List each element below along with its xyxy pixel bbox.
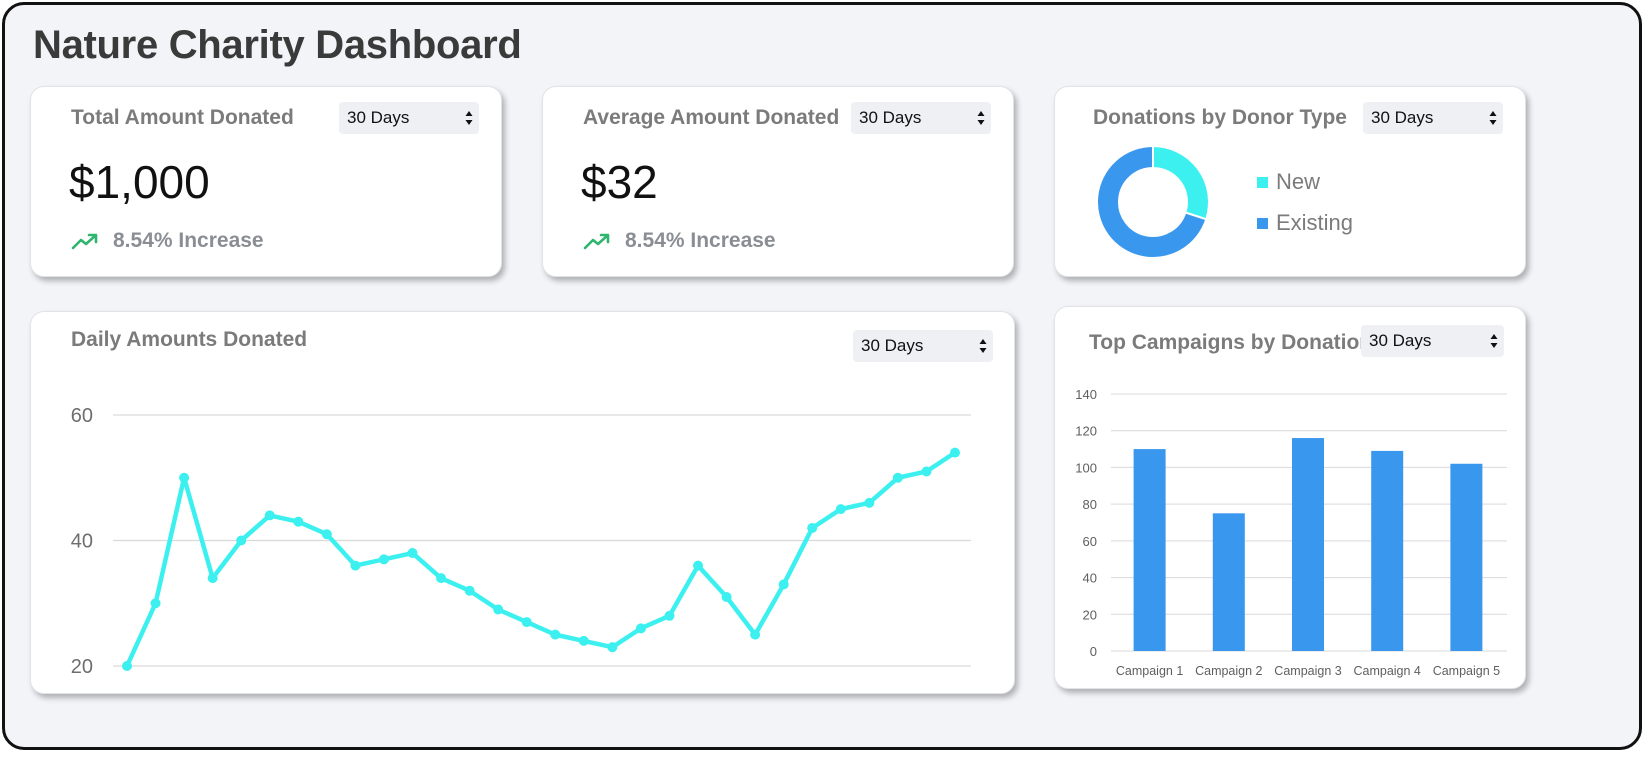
daily-data-point xyxy=(721,591,732,602)
trending-up-icon xyxy=(583,233,610,250)
daily-data-point xyxy=(835,504,846,515)
daily-data-point xyxy=(207,573,218,584)
daily-data-point xyxy=(807,522,818,533)
average-period-select[interactable]: 30 Days xyxy=(851,102,991,134)
daily-line-chart: 20 40 60 xyxy=(71,405,971,678)
campaigns-period-value: 30 Days xyxy=(1369,331,1432,350)
legend-label-new: New xyxy=(1276,169,1321,194)
campaigns-bar xyxy=(1133,449,1166,651)
trending-up-icon xyxy=(71,233,98,250)
campaigns-y-tick-label: 60 xyxy=(1083,534,1097,549)
daily-data-point xyxy=(950,447,960,458)
campaigns-y-tick-label: 20 xyxy=(1083,607,1097,622)
donut-slice-existing xyxy=(1096,144,1208,259)
campaigns-y-tick-label: 80 xyxy=(1083,497,1097,512)
daily-data-point xyxy=(493,604,504,615)
campaigns-y-tick-label: 40 xyxy=(1083,571,1097,586)
daily-y-tick-label: 60 xyxy=(71,405,93,427)
donor-type-card: Donations by Donor Type 30 Days New Exis… xyxy=(1054,86,1526,277)
campaigns-y-tick-label: 120 xyxy=(1075,424,1097,439)
daily-data-point xyxy=(521,617,532,628)
daily-data-point xyxy=(921,466,932,477)
daily-data-point xyxy=(293,516,304,527)
campaigns-x-tick-label: Campaign 3 xyxy=(1274,664,1341,678)
average-donated-title: Average Amount Donated xyxy=(583,106,840,129)
average-trend-label: 8.54% Increase xyxy=(625,229,776,252)
donut-slice-new xyxy=(1152,144,1210,221)
page-title: Nature Charity Dashboard xyxy=(33,23,522,67)
campaigns-y-tick-label: 140 xyxy=(1075,387,1097,402)
total-period-value: 30 Days xyxy=(347,108,410,127)
select-arrows-icon xyxy=(979,339,987,353)
campaigns-title: Top Campaigns by Donations xyxy=(1089,331,1384,354)
daily-data-point xyxy=(321,529,332,540)
total-donated-title: Total Amount Donated xyxy=(71,106,294,129)
select-arrows-icon xyxy=(977,111,985,125)
daily-donated-card: Daily Amounts Donated 30 Days 20 40 60 xyxy=(30,311,1015,694)
campaigns-y-tick-label: 100 xyxy=(1075,460,1097,475)
campaigns-bar xyxy=(1450,463,1483,651)
campaigns-x-tick-label: Campaign 2 xyxy=(1195,664,1262,678)
average-period-value: 30 Days xyxy=(859,108,922,127)
daily-data-point xyxy=(578,635,589,646)
daily-data-point xyxy=(378,554,389,565)
campaigns-card: Top Campaigns by Donations 30 Days 0 20 40… xyxy=(1054,306,1526,689)
average-donated-card: Average Amount Donated 30 Days $32 8.54%… xyxy=(542,86,1014,277)
campaigns-bar-chart: 0 20 40 60 80 100 120 140 Campaign 1 Campaign 2 Ca… xyxy=(1075,387,1507,678)
total-trend-label: 8.54% Increase xyxy=(113,229,264,252)
select-arrows-icon xyxy=(1489,111,1497,125)
daily-data-point xyxy=(664,610,675,621)
legend-item-existing: Existing xyxy=(1257,210,1353,236)
daily-data-point xyxy=(350,560,361,571)
daily-data-point xyxy=(635,623,646,634)
daily-data-point xyxy=(693,560,704,571)
daily-period-value: 30 Days xyxy=(861,336,924,355)
daily-data-point xyxy=(750,629,761,640)
legend-label-existing: Existing xyxy=(1276,210,1354,235)
daily-data-point xyxy=(892,472,903,483)
legend-swatch-new xyxy=(1257,176,1268,188)
campaigns-bar xyxy=(1212,513,1245,651)
campaigns-bar xyxy=(1292,438,1324,651)
average-trend: 8.54% Increase xyxy=(583,229,776,253)
campaigns-x-tick-label: Campaign 5 xyxy=(1433,664,1500,678)
campaigns-period-select[interactable]: 30 Days xyxy=(1361,325,1504,357)
donor-type-period-value: 30 Days xyxy=(1371,108,1434,127)
select-arrows-icon xyxy=(1490,334,1498,348)
campaigns-x-tick-label: Campaign 1 xyxy=(1116,664,1183,678)
donor-type-donut-chart xyxy=(1096,144,1210,259)
total-period-select[interactable]: 30 Days xyxy=(339,102,479,134)
daily-y-tick-label: 40 xyxy=(71,531,93,553)
daily-data-point xyxy=(464,585,475,596)
daily-data-point xyxy=(436,573,447,584)
legend-swatch-existing xyxy=(1257,217,1268,229)
daily-period-select[interactable]: 30 Days xyxy=(853,330,993,362)
campaigns-x-tick-label: Campaign 4 xyxy=(1353,664,1420,678)
total-trend: 8.54% Increase xyxy=(71,229,264,253)
campaigns-bar xyxy=(1371,450,1404,651)
daily-data-point xyxy=(179,472,190,483)
daily-data-point xyxy=(236,535,247,546)
daily-data-point xyxy=(264,510,275,521)
total-donated-card: Total Amount Donated 30 Days $1,000 8.54… xyxy=(30,86,502,277)
daily-data-point xyxy=(122,661,132,671)
donor-type-title: Donations by Donor Type xyxy=(1093,106,1347,129)
select-arrows-icon xyxy=(465,111,473,125)
daily-donated-title: Daily Amounts Donated xyxy=(71,328,308,351)
daily-series-line xyxy=(124,450,958,669)
daily-data-point xyxy=(550,629,561,640)
donor-type-period-select[interactable]: 30 Days xyxy=(1363,102,1503,134)
daily-data-point xyxy=(150,598,161,609)
daily-data-point xyxy=(778,579,789,590)
daily-data-point xyxy=(864,497,875,508)
daily-data-point xyxy=(607,642,618,653)
average-donated-value: $32 xyxy=(581,156,658,208)
total-donated-value: $1,000 xyxy=(69,156,210,208)
daily-y-tick-label: 20 xyxy=(71,656,93,678)
daily-data-point xyxy=(407,548,418,559)
campaigns-y-tick-label: 0 xyxy=(1090,644,1097,659)
legend-item-new: New xyxy=(1257,169,1320,195)
